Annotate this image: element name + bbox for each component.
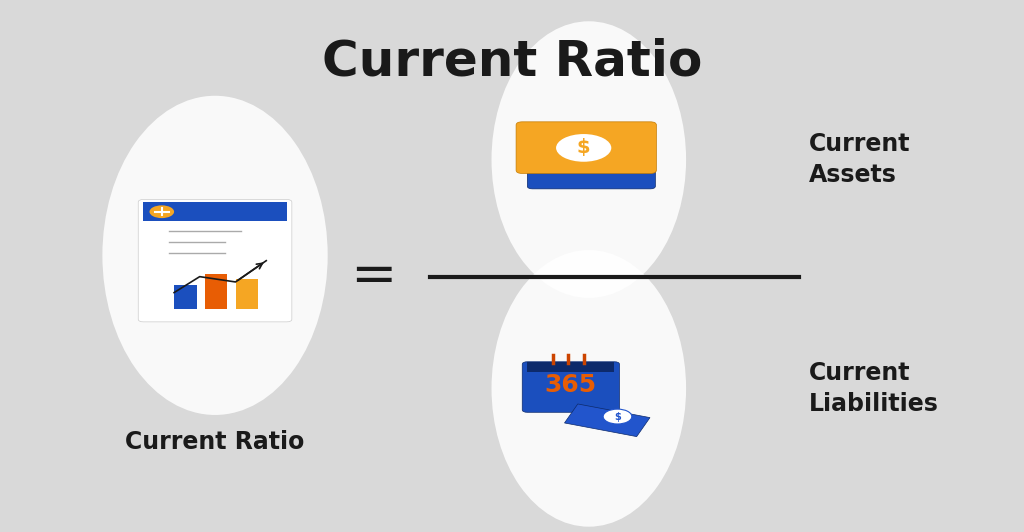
Ellipse shape [102, 96, 328, 415]
Bar [143, 202, 287, 221]
Text: $: $ [614, 412, 621, 421]
Ellipse shape [492, 21, 686, 298]
Bar [236, 279, 258, 309]
FancyBboxPatch shape [527, 146, 655, 189]
Polygon shape [564, 404, 650, 437]
Text: Current Ratio: Current Ratio [125, 429, 305, 454]
Bar [205, 274, 227, 309]
Bar [174, 285, 197, 309]
Circle shape [555, 133, 612, 163]
Circle shape [150, 205, 174, 218]
FancyBboxPatch shape [516, 122, 656, 173]
Text: Current
Liabilities: Current Liabilities [809, 361, 939, 416]
Circle shape [603, 409, 632, 424]
Text: Current
Assets: Current Assets [809, 132, 910, 187]
Text: $: $ [577, 138, 591, 157]
FancyBboxPatch shape [522, 362, 620, 412]
Bar [527, 362, 614, 372]
FancyBboxPatch shape [138, 200, 292, 322]
Text: =: = [350, 250, 397, 304]
Ellipse shape [492, 250, 686, 527]
Text: Current Ratio: Current Ratio [322, 37, 702, 85]
Text: 365: 365 [545, 372, 596, 397]
